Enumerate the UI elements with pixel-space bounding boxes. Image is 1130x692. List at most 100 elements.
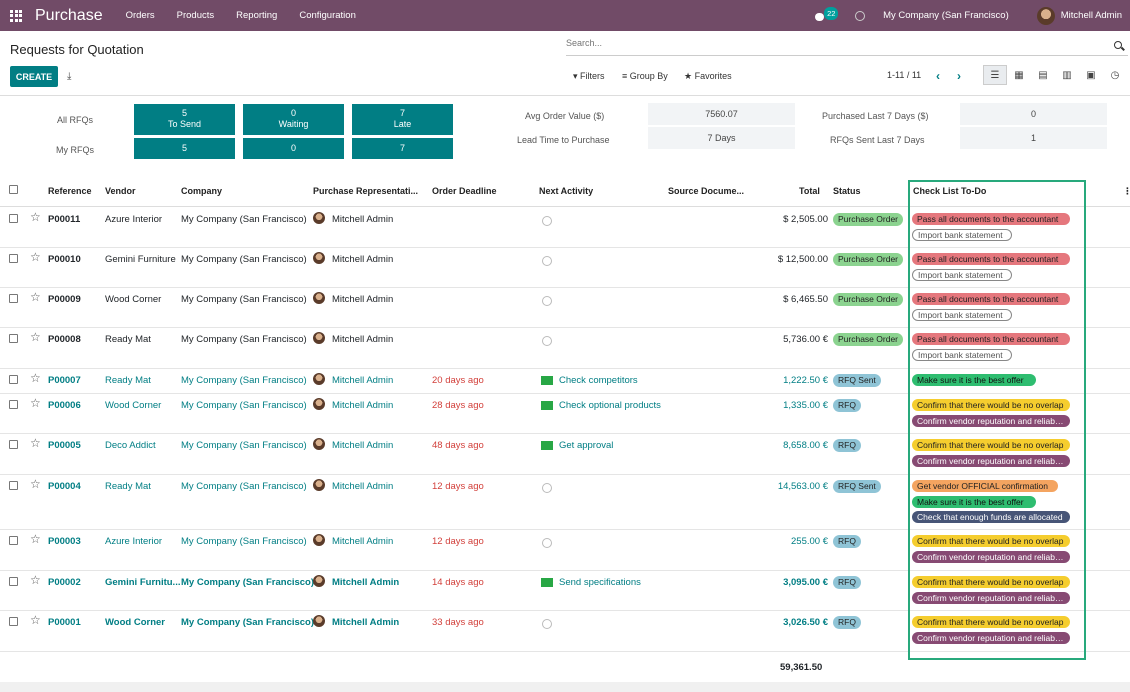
representative-cell[interactable]: Mitchell Admin — [332, 617, 400, 628]
activity-clock-icon[interactable] — [542, 336, 552, 346]
vendor-cell[interactable]: Wood Corner — [105, 400, 162, 411]
pager-prev-icon[interactable]: ‹ — [936, 69, 940, 83]
star-icon[interactable]: ☆ — [30, 210, 41, 224]
select-all-checkbox[interactable] — [9, 185, 18, 194]
company-switcher[interactable]: My Company (San Francisco) — [883, 10, 1009, 21]
company-cell[interactable]: My Company (San Francisco) — [181, 214, 307, 225]
col-next-activity[interactable]: Next Activity — [539, 186, 594, 196]
col-source-document[interactable]: Source Docume... — [668, 186, 745, 196]
checklist-tag[interactable]: Import bank statement — [912, 268, 1012, 281]
star-icon[interactable]: ☆ — [30, 330, 41, 344]
row-checkbox[interactable] — [9, 334, 18, 343]
user-name[interactable]: Mitchell Admin — [1060, 10, 1122, 21]
reference-cell[interactable]: P00004 — [48, 481, 81, 492]
checklist-tag[interactable]: Pass all documents to the accountant — [912, 213, 1070, 225]
representative-cell[interactable]: Mitchell Admin — [332, 400, 394, 411]
menu-products[interactable]: Products — [176, 10, 215, 21]
checklist-tag[interactable]: Get vendor OFFICIAL confirmation — [912, 480, 1058, 492]
activity-type-icon[interactable] — [541, 401, 553, 413]
table-row[interactable]: ☆ P00011 Azure Interior My Company (San Fra… — [0, 208, 1130, 248]
table-row[interactable]: ☆ P00001 Wood Corner My Company (San Franci… — [0, 611, 1130, 652]
apps-menu-icon[interactable] — [10, 9, 22, 22]
col-checklist[interactable]: Check List To-Do — [913, 186, 987, 196]
checklist-tag[interactable]: Pass all documents to the accountant — [912, 333, 1070, 345]
activity-clock-icon[interactable] — [542, 256, 552, 266]
checklist-tag[interactable]: Import bank statement — [912, 228, 1012, 241]
search-bar[interactable] — [566, 38, 1128, 56]
checklist-tag[interactable]: Confirm that there would be no overlap — [912, 616, 1070, 628]
checklist-tag[interactable]: Confirm that there would be no overlap — [912, 576, 1070, 588]
company-cell[interactable]: My Company (San Francisco) — [181, 375, 307, 386]
table-row[interactable]: ☆ P00005 Deco Addict My Company (San Franci… — [0, 434, 1130, 475]
star-icon[interactable]: ☆ — [30, 436, 41, 450]
activity-clock-icon[interactable] — [542, 216, 552, 226]
reference-cell[interactable]: P00005 — [48, 440, 81, 451]
checklist-tag[interactable]: Confirm vendor reputation and reliabilit… — [912, 550, 1070, 563]
checklist-tag[interactable]: Import bank statement — [912, 348, 1012, 361]
menu-reporting[interactable]: Reporting — [236, 10, 278, 21]
col-reference[interactable]: Reference — [48, 186, 92, 196]
reference-cell[interactable]: P00001 — [48, 617, 81, 628]
company-cell[interactable]: My Company (San Francisco) — [181, 294, 307, 305]
reference-cell[interactable]: P00008 — [48, 334, 81, 345]
checklist-tag[interactable]: Make sure it is the best offer — [912, 495, 1036, 508]
app-brand[interactable]: Purchase — [35, 6, 103, 24]
menu-orders[interactable]: Orders — [125, 10, 155, 21]
checklist-tag[interactable]: Check that enough funds are allocated — [912, 511, 1070, 523]
row-checkbox[interactable] — [9, 481, 18, 490]
next-activity-cell[interactable]: Check competitors — [559, 375, 638, 386]
next-activity-cell[interactable]: Check optional products — [559, 400, 661, 411]
row-checkbox[interactable] — [9, 536, 18, 545]
company-cell[interactable]: My Company (San Francisco) — [181, 400, 307, 411]
reference-cell[interactable]: P00006 — [48, 400, 81, 411]
row-checkbox[interactable] — [9, 375, 18, 384]
tile-my-waiting[interactable]: 0 — [243, 138, 344, 159]
favorites-button[interactable]: ★ Favorites — [684, 71, 732, 81]
col-company[interactable]: Company — [181, 186, 223, 196]
tile-waiting[interactable]: 0 Waiting — [243, 104, 344, 135]
representative-cell[interactable]: Mitchell Admin — [332, 214, 394, 225]
col-total[interactable]: Total — [799, 186, 820, 196]
checklist-tag[interactable]: Confirm that there would be no overlap — [912, 535, 1070, 547]
create-button[interactable]: CREATE — [10, 66, 58, 87]
user-avatar[interactable] — [1036, 6, 1055, 25]
representative-cell[interactable]: Mitchell Admin — [332, 536, 394, 547]
group-by-button[interactable]: ≡ Group By — [622, 71, 668, 81]
representative-cell[interactable]: Mitchell Admin — [332, 481, 394, 492]
graph-view-icon[interactable]: ▥ — [1062, 69, 1072, 81]
next-activity-cell[interactable]: Get approval — [559, 440, 614, 451]
table-row[interactable]: ☆ P00009 Wood Corner My Company (San Franci… — [0, 288, 1130, 328]
vendor-cell[interactable]: Deco Addict — [105, 440, 156, 451]
checklist-tag[interactable]: Confirm vendor reputation and reliabilit… — [912, 454, 1070, 467]
checklist-tag[interactable]: Confirm that there would be no overlap — [912, 399, 1070, 411]
star-icon[interactable]: ☆ — [30, 371, 41, 385]
checklist-tag[interactable]: Pass all documents to the accountant — [912, 253, 1070, 265]
row-checkbox[interactable] — [9, 440, 18, 449]
star-icon[interactable]: ☆ — [30, 477, 41, 491]
star-icon[interactable]: ☆ — [30, 250, 41, 264]
search-icon[interactable] — [1114, 41, 1122, 49]
row-checkbox[interactable] — [9, 400, 18, 409]
reference-cell[interactable]: P00002 — [48, 577, 81, 588]
tile-my-to-send[interactable]: 5 — [134, 138, 235, 159]
table-row[interactable]: ☆ P00002 Gemini Furnitu... My Company (San … — [0, 571, 1130, 611]
representative-cell[interactable]: Mitchell Admin — [332, 577, 400, 588]
table-row[interactable]: ☆ P00006 Wood Corner My Company (San Franci… — [0, 394, 1130, 434]
reference-cell[interactable]: P00007 — [48, 375, 81, 386]
checklist-tag[interactable]: Pass all documents to the accountant — [912, 293, 1070, 305]
col-representative[interactable]: Purchase Representati... — [313, 186, 419, 196]
reference-cell[interactable]: P00010 — [48, 254, 81, 265]
row-checkbox[interactable] — [9, 617, 18, 626]
vendor-cell[interactable]: Gemini Furniture — [105, 254, 176, 265]
company-cell[interactable]: My Company (San Francisco) — [181, 577, 315, 588]
table-row[interactable]: ☆ P00003 Azure Interior My Company (San Fra… — [0, 530, 1130, 571]
table-row[interactable]: ☆ P00007 Ready Mat My Company (San Francisc… — [0, 369, 1130, 394]
col-vendor[interactable]: Vendor — [105, 186, 136, 196]
column-options-icon[interactable]: ⋮ — [1123, 186, 1130, 196]
vendor-cell[interactable]: Azure Interior — [105, 536, 163, 547]
row-checkbox[interactable] — [9, 294, 18, 303]
col-status[interactable]: Status — [833, 186, 861, 196]
pivot-view-icon[interactable]: ▤ — [1038, 69, 1048, 81]
activity-type-icon[interactable] — [541, 376, 553, 388]
list-view-icon[interactable]: ☰ — [983, 65, 1007, 85]
